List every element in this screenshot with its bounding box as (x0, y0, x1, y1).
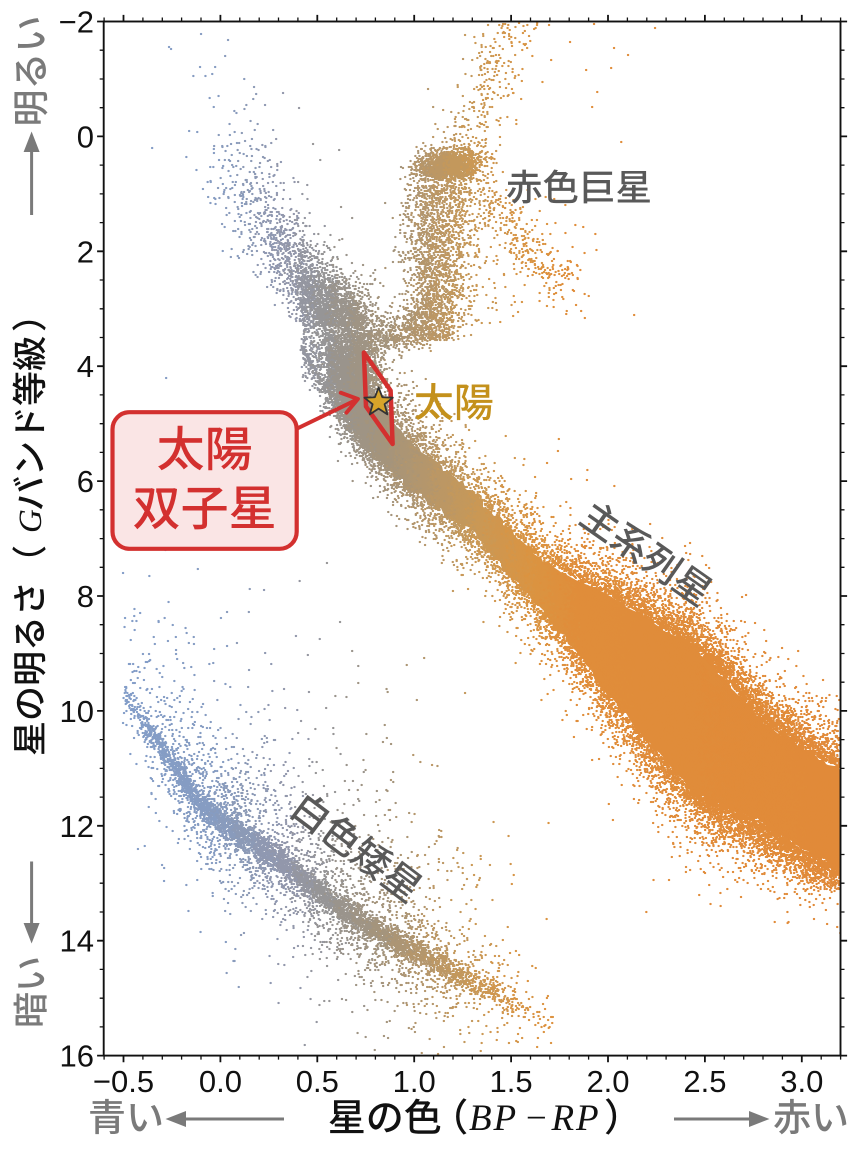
svg-text:P: P (575, 1098, 599, 1139)
svg-text:16: 16 (60, 1039, 94, 1074)
svg-text:R: R (551, 1098, 575, 1139)
svg-text:1.5: 1.5 (490, 1064, 533, 1099)
svg-text:8: 8 (77, 579, 94, 614)
svg-text:2.5: 2.5 (683, 1064, 726, 1099)
svg-text:2.0: 2.0 (586, 1064, 629, 1099)
svg-text:3.0: 3.0 (780, 1064, 823, 1099)
svg-text:G: G (13, 509, 49, 533)
svg-text:P: P (493, 1098, 517, 1139)
svg-text:B: B (469, 1098, 492, 1139)
svg-text:−0.5: −0.5 (93, 1064, 154, 1099)
svg-text:0: 0 (77, 119, 94, 154)
svg-text:10: 10 (60, 694, 94, 729)
svg-text:−: − (524, 1098, 549, 1139)
svg-text:4: 4 (77, 349, 94, 384)
svg-text:0.5: 0.5 (296, 1064, 339, 1099)
svg-text:−2: −2 (59, 5, 94, 40)
svg-text:14: 14 (60, 924, 94, 959)
svg-text:1.0: 1.0 (393, 1064, 436, 1099)
svg-text:12: 12 (60, 809, 94, 844)
svg-text:2: 2 (77, 234, 94, 269)
svg-text:6: 6 (77, 464, 94, 499)
svg-text:0.0: 0.0 (199, 1064, 242, 1099)
